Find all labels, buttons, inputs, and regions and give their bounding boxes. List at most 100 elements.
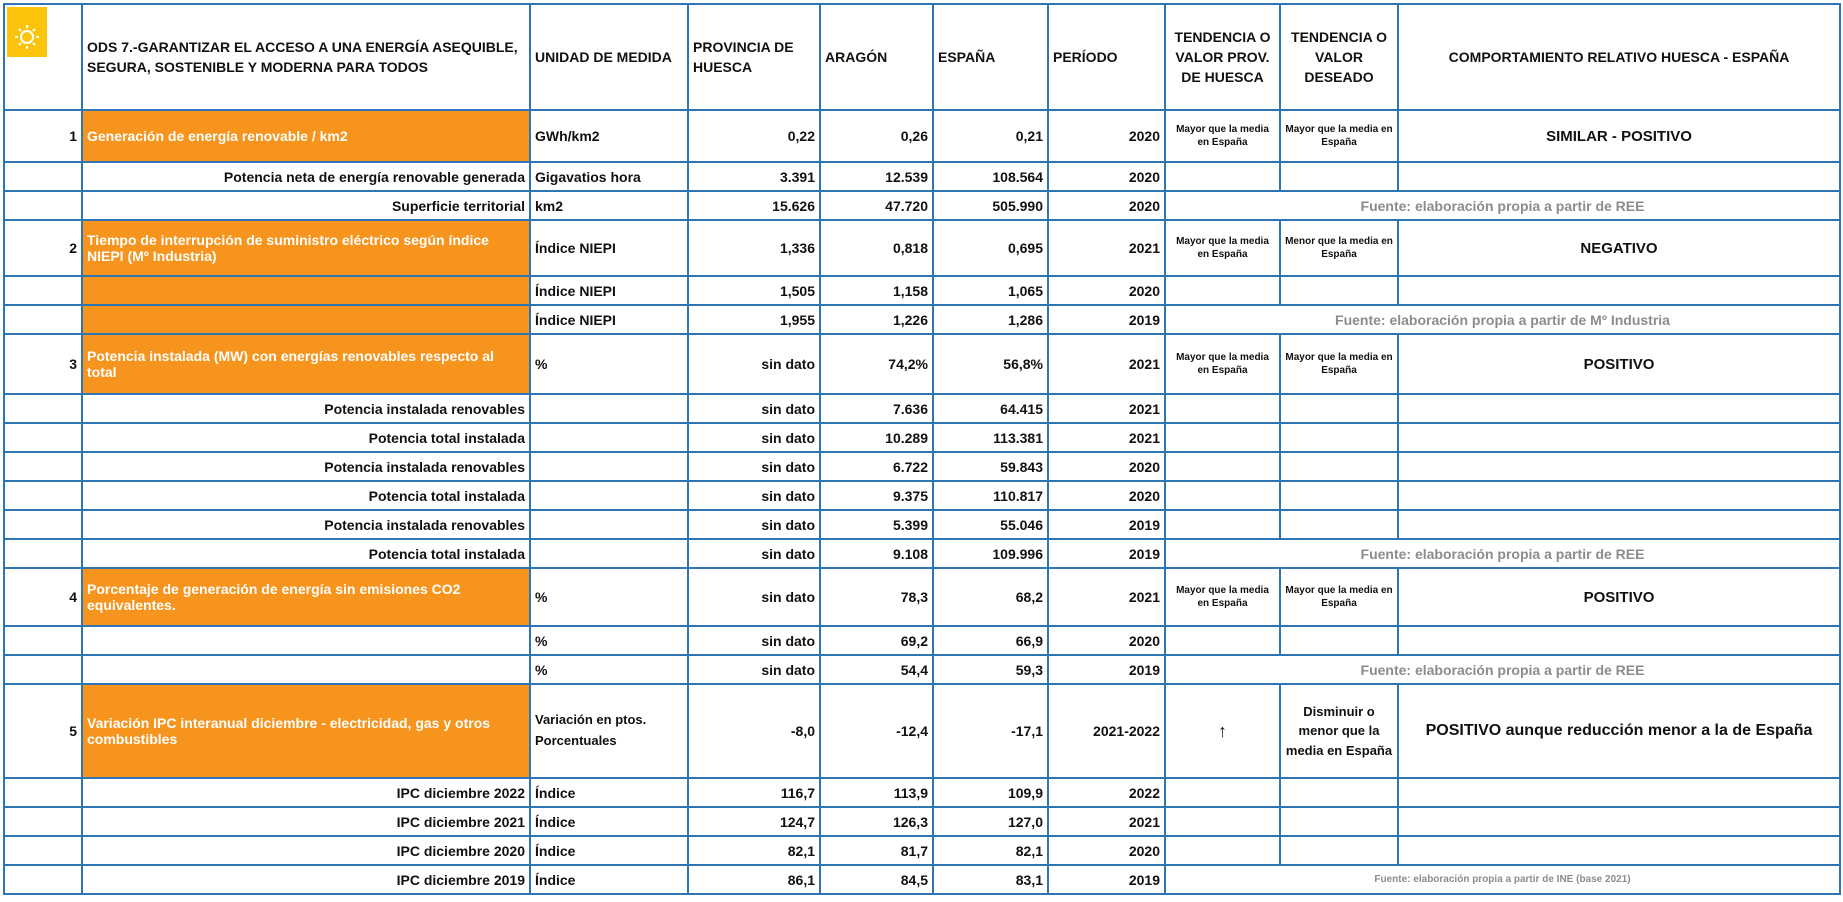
row-number <box>3 835 83 866</box>
period: 2021 <box>1047 567 1166 627</box>
row-number <box>3 393 83 424</box>
indicator-label: Variación IPC interanual diciembre - ele… <box>81 683 531 779</box>
unit <box>529 422 689 453</box>
trend-huesca: ↑ <box>1164 683 1281 779</box>
unit <box>529 538 689 569</box>
espana-value: 59,3 <box>932 654 1049 685</box>
espana-value: 113.381 <box>932 422 1049 453</box>
row-number <box>3 509 83 540</box>
table-row: Potencia instalada renovables sin dato 5.3… <box>3 509 1841 540</box>
source-note: Fuente: elaboración propia a partir de R… <box>1164 538 1841 569</box>
row-number <box>3 625 83 656</box>
row-number <box>3 422 83 453</box>
row-number: 4 <box>3 567 83 627</box>
unit: km2 <box>529 190 689 221</box>
row-number: 3 <box>3 333 83 395</box>
espana-value: 59.843 <box>932 451 1049 482</box>
column-header: PERÍODO <box>1047 3 1166 111</box>
relative-behavior <box>1397 275 1841 306</box>
indicator-label: Tiempo de interrupción de suministro elé… <box>81 219 531 277</box>
aragon-value: 9.375 <box>819 480 934 511</box>
relative-behavior <box>1397 480 1841 511</box>
relative-behavior <box>1397 422 1841 453</box>
column-header: ESPAÑA <box>932 3 1049 111</box>
table-row: 2 Tiempo de interrupción de suministro el… <box>3 219 1841 277</box>
aragon-value: 0,818 <box>819 219 934 277</box>
trend-huesca <box>1164 393 1281 424</box>
table-row: Potencia total instalada sin dato 9.108 109… <box>3 538 1841 569</box>
row-number <box>3 275 83 306</box>
unit: % <box>529 567 689 627</box>
aragon-value: 12.539 <box>819 161 934 192</box>
unit: Variación en ptos. Porcentuales <box>529 683 689 779</box>
period: 2019 <box>1047 538 1166 569</box>
espana-value: 64.415 <box>932 393 1049 424</box>
source-note: Fuente: elaboración propia a partir de R… <box>1164 654 1841 685</box>
huesca-value: 124,7 <box>687 806 821 837</box>
trend-desired: Menor que la media en España <box>1279 219 1399 277</box>
period: 2019 <box>1047 304 1166 335</box>
espana-value: 1,065 <box>932 275 1049 306</box>
indicator-label: Potencia instalada renovables <box>81 451 531 482</box>
indicator-label: Potencia instalada renovables <box>81 393 531 424</box>
period: 2020 <box>1047 109 1166 163</box>
trend-huesca <box>1164 451 1281 482</box>
period: 2019 <box>1047 509 1166 540</box>
period: 2020 <box>1047 625 1166 656</box>
huesca-value: sin dato <box>687 422 821 453</box>
table-row: Índice NIEPI 1,505 1,158 1,065 2020 <box>3 275 1841 306</box>
huesca-value: 82,1 <box>687 835 821 866</box>
huesca-value: 1,505 <box>687 275 821 306</box>
indicator-label: IPC diciembre 2021 <box>81 806 531 837</box>
trend-huesca <box>1164 480 1281 511</box>
espana-value: 56,8% <box>932 333 1049 395</box>
period: 2019 <box>1047 864 1166 895</box>
relative-behavior <box>1397 509 1841 540</box>
huesca-value: sin dato <box>687 393 821 424</box>
header-row: ODS 7.-GARANTIZAR EL ACCESO A UNA ENERGÍ… <box>3 3 1841 111</box>
trend-desired <box>1279 835 1399 866</box>
table-row: IPC diciembre 2021 Índice 124,7 126,3 127,0 2… <box>3 806 1841 837</box>
huesca-value: 15.626 <box>687 190 821 221</box>
table-row: % sin dato 69,2 66,9 2020 <box>3 625 1841 656</box>
table-row: Potencia instalada renovables sin dato 6.7… <box>3 451 1841 482</box>
table-row: Potencia neta de energía renovable gener… <box>3 161 1841 192</box>
unit <box>529 393 689 424</box>
huesca-value: 0,22 <box>687 109 821 163</box>
aragon-value: 54,4 <box>819 654 934 685</box>
relative-behavior: POSITIVO <box>1397 333 1841 395</box>
indicator-label: Potencia total instalada <box>81 480 531 511</box>
unit <box>529 509 689 540</box>
table-row: Superficie territorial km2 15.626 47.720 505… <box>3 190 1841 221</box>
period: 2021 <box>1047 806 1166 837</box>
trend-huesca <box>1164 625 1281 656</box>
espana-value: 127,0 <box>932 806 1049 837</box>
row-number <box>3 190 83 221</box>
row-number <box>3 654 83 685</box>
row-number <box>3 777 83 808</box>
espana-value: 55.046 <box>932 509 1049 540</box>
period: 2020 <box>1047 480 1166 511</box>
espana-value: -17,1 <box>932 683 1049 779</box>
huesca-value: sin dato <box>687 333 821 395</box>
relative-behavior <box>1397 777 1841 808</box>
aragon-value: 5.399 <box>819 509 934 540</box>
indicator-label: Potencia neta de energía renovable gener… <box>81 161 531 192</box>
huesca-value: sin dato <box>687 625 821 656</box>
column-header: TENDENCIA O VALOR PROV. DE HUESCA <box>1164 3 1281 111</box>
row-number: 1 <box>3 109 83 163</box>
column-header: UNIDAD DE MEDIDA <box>529 3 689 111</box>
table-row: 3 Potencia instalada (MW) con energías re… <box>3 333 1841 395</box>
espana-value: 0,695 <box>932 219 1049 277</box>
aragon-value: 126,3 <box>819 806 934 837</box>
table-row: 1 Generación de energía renovable / km2 GW… <box>3 109 1841 163</box>
aragon-value: 1,158 <box>819 275 934 306</box>
relative-behavior <box>1397 835 1841 866</box>
column-header: COMPORTAMIENTO RELATIVO HUESCA - ESPAÑA <box>1397 3 1841 111</box>
indicator-label: Generación de energía renovable / km2 <box>81 109 531 163</box>
trend-desired: Disminuir o menor que la media en España <box>1279 683 1399 779</box>
aragon-value: 6.722 <box>819 451 934 482</box>
huesca-value: 3.391 <box>687 161 821 192</box>
row-number <box>3 304 83 335</box>
